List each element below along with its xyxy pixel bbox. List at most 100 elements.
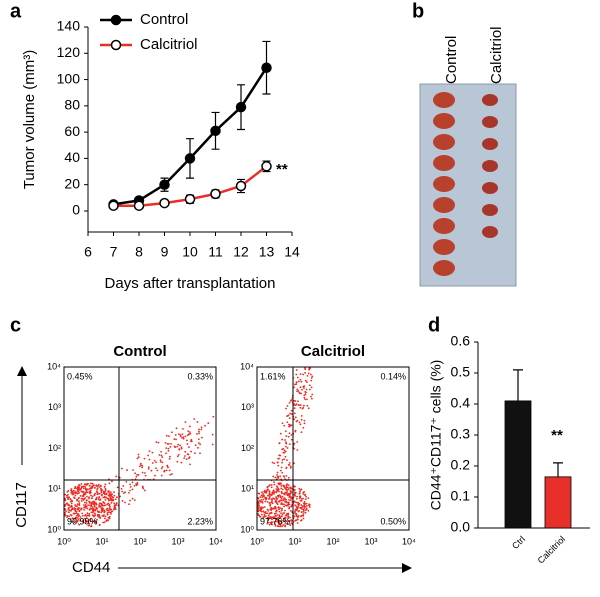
event-dot: [310, 377, 313, 379]
event-dot: [76, 516, 79, 519]
legend-label: Control: [140, 11, 188, 28]
event-dot: [290, 505, 293, 508]
event-dot: [106, 507, 109, 510]
event-dot: [107, 502, 110, 505]
event-dot: [284, 500, 286, 503]
x-tick-label: 10³: [171, 536, 184, 546]
bar: [544, 476, 572, 529]
event-dot: [257, 501, 260, 504]
flow-title: Control: [113, 343, 166, 360]
event-dot: [178, 448, 181, 450]
event-dot: [201, 436, 203, 439]
event-dot: [167, 449, 170, 452]
event-dot: [299, 386, 302, 389]
event-dot: [93, 520, 96, 522]
event-dot: [154, 474, 156, 477]
event-dot: [82, 487, 85, 490]
event-dot: [85, 502, 88, 504]
event-dot: [278, 442, 281, 444]
event-dot: [304, 503, 307, 505]
event-dot: [85, 488, 87, 491]
quadrant-percent: 1.61%: [260, 371, 286, 381]
event-dot: [283, 503, 285, 506]
event-dot: [293, 442, 296, 445]
event-dot: [108, 517, 111, 520]
event-dot: [134, 472, 137, 475]
event-dot: [257, 496, 259, 499]
x-tick-label: 10⁰: [250, 536, 264, 546]
tumor: [482, 94, 498, 106]
event-dot: [124, 501, 126, 504]
event-dot: [302, 497, 304, 500]
event-dot: [121, 490, 123, 493]
y-tick-label: 0.3: [451, 426, 471, 442]
event-dot: [98, 515, 101, 518]
event-dot: [100, 489, 103, 492]
event-dot: [110, 501, 113, 504]
event-dot: [299, 489, 302, 491]
event-dot: [93, 512, 96, 515]
x-tick-label: 10¹: [288, 536, 301, 546]
event-dot: [115, 496, 118, 499]
event-dot: [286, 421, 289, 424]
event-dot: [141, 466, 144, 469]
x-tick-label: 10²: [133, 536, 146, 546]
event-dot: [299, 423, 302, 426]
event-dot: [187, 433, 190, 436]
event-dot: [187, 453, 190, 456]
event-dot: [268, 496, 271, 498]
event-dot: [175, 427, 178, 430]
event-dot: [290, 438, 293, 441]
event-dot: [178, 433, 180, 435]
event-dot: [200, 426, 203, 429]
event-dot: [286, 486, 289, 489]
event-dot: [290, 409, 293, 412]
event-dot: [187, 430, 190, 433]
event-dot: [110, 512, 112, 515]
event-dot: [148, 458, 151, 461]
event-dot: [304, 493, 307, 496]
event-dot: [295, 501, 298, 504]
event-dot: [122, 484, 125, 487]
event-dot: [295, 420, 298, 423]
event-dot: [288, 402, 291, 404]
event-dot: [301, 407, 304, 410]
event-dot: [262, 506, 265, 509]
event-dot: [268, 491, 271, 494]
event-dot: [176, 445, 179, 448]
event-dot: [74, 504, 77, 506]
event-dot: [296, 390, 298, 393]
event-dot: [138, 465, 141, 468]
event-dot: [297, 390, 300, 392]
event-dot: [268, 523, 271, 526]
event-dot: [302, 373, 305, 376]
event-dot: [280, 487, 283, 490]
event-dot: [281, 513, 284, 516]
event-dot: [77, 500, 80, 503]
event-dot: [263, 511, 266, 514]
event-dot: [280, 466, 283, 469]
quadrant-percent: 97.76%: [260, 516, 291, 526]
event-dot: [293, 500, 296, 503]
event-dot: [297, 506, 299, 509]
event-dot: [68, 509, 71, 512]
y-tick-label: 10²: [48, 443, 61, 453]
y-tick-label: 120: [57, 44, 81, 60]
event-dot: [71, 517, 74, 520]
event-dot: [139, 464, 142, 466]
event-dot: [158, 454, 161, 456]
event-dot: [211, 433, 214, 436]
event-dot: [188, 446, 190, 449]
event-dot: [165, 434, 168, 437]
event-dot: [90, 511, 93, 514]
event-dot: [293, 485, 295, 488]
event-dot: [269, 503, 272, 506]
event-dot: [81, 512, 84, 515]
event-dot: [200, 428, 203, 431]
y-tick-label: 0.5: [451, 364, 471, 380]
event-dot: [296, 509, 298, 512]
event-dot: [147, 466, 150, 469]
event-dot: [282, 485, 285, 488]
event-dot: [306, 404, 309, 407]
y-tick-label: 10¹: [48, 484, 61, 494]
